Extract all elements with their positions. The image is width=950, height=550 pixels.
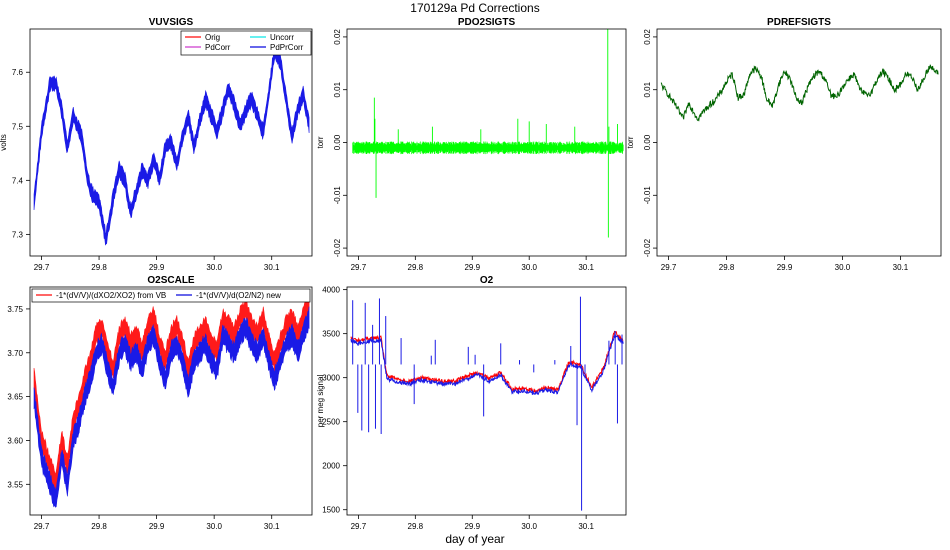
x-tick-label: 30.1 (578, 263, 594, 272)
x-tick-label: 29.8 (91, 263, 107, 272)
legend-label: PdCorr (205, 43, 231, 52)
vuvsigs-title: VUVSIGS (149, 17, 194, 28)
series-o2scale-1 (33, 306, 310, 508)
vuvsigs-panel: VUVSIGS 29.7 29.8 29.9 30.0 30.1 7.3 7.4 7.5 7.6 v… (0, 17, 313, 272)
vuvsigs-legend: Orig Uncorr PdCorr PdPrCorr (180, 30, 312, 56)
o2-title: O2 (480, 275, 494, 286)
pdo2sigts-ylabel: torr (316, 136, 325, 148)
x-tick-label: 29.9 (149, 263, 165, 272)
y-tick-label: -0.02 (643, 238, 652, 257)
figure-title: 170129a Pd Corrections (410, 1, 539, 15)
series-vuvsigs-0 (33, 43, 310, 246)
o2scale-legend: -1*(dV/V)/(dXO2/XO2) from VB -1*(dV/V)/d(… (31, 288, 311, 303)
legend-label: Uncorr (270, 33, 294, 42)
legend-box (180, 30, 312, 56)
y-tick-label: 0.02 (333, 29, 342, 45)
x-tick-label: 29.8 (408, 263, 424, 272)
vuvsigs-frame (29, 28, 313, 257)
series-o2scale-0 (33, 291, 310, 494)
y-tick-label: 0.01 (643, 81, 652, 97)
y-tick-label: -0.01 (333, 186, 342, 205)
y-tick-label: 3.75 (7, 305, 23, 314)
x-tick-label: 29.7 (34, 522, 50, 531)
y-tick-label: 0.01 (333, 81, 342, 97)
pdo2sigts-panel: PDO2SIGTS 29.7 29.8 29.9 30.0 30.1 -0.02 -0.01 0… (316, 17, 627, 272)
o2scale-title: O2SCALE (147, 275, 195, 286)
y-tick-label: 7.4 (12, 176, 24, 185)
y-tick-label: -0.01 (643, 186, 652, 205)
series-o2-1 (350, 333, 624, 396)
o2-ylabel: per meg signal (316, 375, 325, 428)
pdo2sigts-frame (346, 28, 627, 257)
x-tick-label: 29.7 (34, 263, 50, 272)
y-tick-label: 3.55 (7, 480, 23, 489)
legend-label: PdPrCorr (270, 43, 304, 52)
y-tick-label: 7.5 (12, 122, 24, 131)
y-tick-label: 3.60 (7, 436, 23, 445)
x-tick-label: 29.9 (464, 522, 480, 531)
x-tick-label: 29.9 (149, 522, 165, 531)
x-tick-label: 29.7 (351, 522, 367, 531)
y-tick-label: 0.00 (333, 134, 342, 150)
series-pdrefsigts-0 (660, 64, 939, 122)
y-tick-label: 1500 (322, 506, 340, 515)
o2-panel: O2 29.7 29.8 29.9 30.0 30.1 1500 2000 2500 3000 35… (316, 275, 627, 531)
legend-label: Orig (205, 33, 220, 42)
x-tick-label: 30.1 (264, 263, 280, 272)
y-tick-label: 3.70 (7, 349, 23, 358)
legend-label: -1*(dV/V)/(dXO2/XO2) from VB (56, 291, 166, 300)
y-tick-label: 7.6 (12, 68, 24, 77)
pdo2sigts-title: PDO2SIGTS (458, 17, 516, 28)
x-tick-label: 30.0 (521, 522, 537, 531)
y-tick-label: 3000 (322, 374, 340, 383)
o2scale-frame (29, 286, 313, 516)
x-tick-label: 29.7 (661, 263, 677, 272)
x-tick-label: 30.0 (835, 263, 851, 272)
x-tick-label: 30.0 (206, 263, 222, 272)
o2-frame (346, 286, 627, 516)
x-tick-label: 29.8 (408, 522, 424, 531)
x-tick-label: 30.1 (893, 263, 909, 272)
pdrefsigts-ylabel: torr (626, 136, 635, 148)
y-tick-label: 3500 (322, 330, 340, 339)
x-tick-label: 29.8 (719, 263, 735, 272)
x-tick-label: 30.1 (578, 522, 594, 531)
pdrefsigts-panel: PDREFSIGTS 29.7 29.8 29.9 30.0 30.1 -0.02 -0.01… (626, 17, 942, 272)
x-tick-label: 29.9 (777, 263, 793, 272)
series-pdo2sigts-noise (352, 141, 624, 155)
pdrefsigts-frame (656, 28, 942, 257)
x-tick-label: 29.9 (464, 263, 480, 272)
x-tick-label: 30.0 (206, 522, 222, 531)
y-tick-label: 4000 (322, 286, 340, 295)
x-tick-label: 30.0 (521, 263, 537, 272)
legend-box (31, 288, 311, 303)
vuvsigs-ylabel: volts (0, 134, 8, 150)
y-tick-label: 0.00 (643, 134, 652, 150)
y-tick-label: 0.02 (643, 29, 652, 45)
series-o2-0 (350, 330, 624, 394)
o2scale-panel: O2SCALE 29.7 29.8 29.9 30.0 30.1 3.55 3.60 3.65 3… (7, 275, 313, 531)
pdrefsigts-title: PDREFSIGTS (767, 17, 831, 28)
x-tick-label: 29.7 (351, 263, 367, 272)
y-tick-label: 3.65 (7, 393, 23, 402)
y-tick-label: 2500 (322, 418, 340, 427)
x-tick-label: 29.8 (91, 522, 107, 531)
legend-label: -1*(dV/V)/d(O2/N2) new (196, 291, 281, 300)
figure-xlabel: day of year (445, 532, 504, 546)
y-tick-label: 7.3 (12, 230, 24, 239)
y-tick-label: 2000 (322, 462, 340, 471)
y-tick-label: -0.02 (333, 238, 342, 257)
x-tick-label: 30.1 (264, 522, 280, 531)
